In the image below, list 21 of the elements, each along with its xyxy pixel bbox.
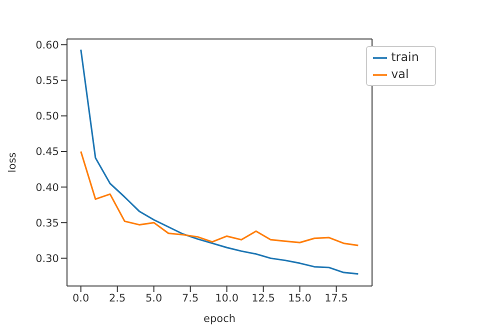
line-series — [80, 150, 359, 246]
y-tick-label: 0.40 — [36, 182, 59, 194]
x-tick-label: 7.5 — [182, 292, 199, 304]
y-tick-label: 0.60 — [36, 39, 59, 52]
y-tick-label: 0.45 — [36, 146, 59, 158]
x-tick-label: 12.5 — [252, 292, 276, 304]
y-tick-label: 0.50 — [36, 110, 59, 123]
legend-label: train — [391, 50, 419, 64]
y-tick-label: 0.30 — [36, 252, 59, 265]
x-tick-label: 17.5 — [324, 292, 348, 304]
legend-label: val — [391, 67, 409, 81]
x-axis-title: epoch — [204, 313, 236, 325]
x-tick-label: 15.0 — [288, 292, 312, 304]
y-tick-label: 0.35 — [36, 217, 59, 230]
x-tick-label: 0.0 — [72, 292, 90, 304]
y-tick-label: 0.55 — [36, 75, 59, 88]
x-tick-label: 10.0 — [215, 292, 239, 304]
x-tick-label: 5.0 — [145, 292, 162, 304]
line-series — [80, 48, 359, 275]
x-tick-label: 2.5 — [109, 292, 126, 304]
y-axis-title: loss — [6, 152, 19, 173]
